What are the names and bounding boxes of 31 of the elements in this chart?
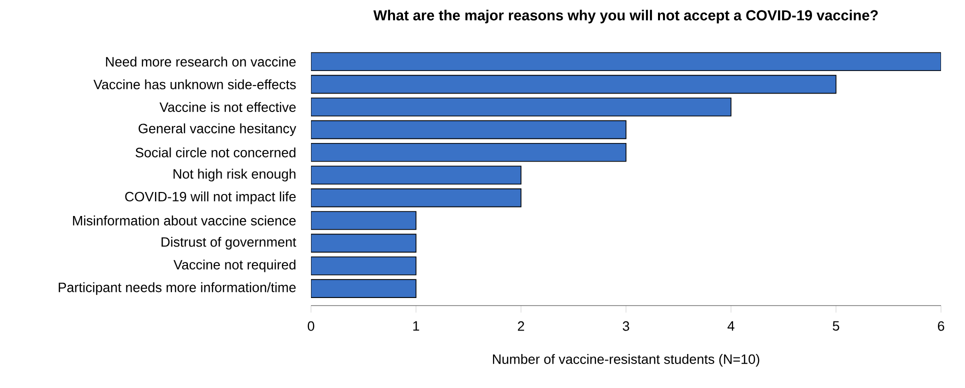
bar bbox=[311, 234, 416, 253]
y-tick-label: COVID-19 will not impact life bbox=[125, 192, 296, 204]
y-tick-label: Misinformation about vaccine science bbox=[73, 216, 296, 226]
bar bbox=[311, 188, 522, 208]
y-tick-label: Distrust of government bbox=[162, 236, 296, 250]
y-tick-label: Vaccine not required bbox=[174, 260, 296, 272]
bar bbox=[311, 279, 416, 298]
y-tick-label: Vaccine is not effective bbox=[160, 102, 296, 112]
chart-title: What are the major reasons why you will not accept a COVID-19 vaccine? bbox=[373, 10, 878, 24]
y-tick-label: General vaccine hesitancy bbox=[138, 123, 296, 136]
bar bbox=[311, 98, 732, 116]
y-tick-label: Participant needs more information/time bbox=[58, 282, 296, 295]
x-axis-title: Number of vaccine-resistant students (N=10) bbox=[492, 354, 760, 367]
bar bbox=[311, 256, 416, 276]
y-tick-label: Not high risk enough bbox=[174, 168, 296, 182]
bar bbox=[311, 166, 522, 184]
y-tick-label: Need more research on vaccine bbox=[106, 56, 296, 67]
x-tick-label: 1 bbox=[413, 321, 420, 331]
x-tick-label: 4 bbox=[728, 321, 734, 331]
x-tick-label: 2 bbox=[518, 321, 524, 331]
bar bbox=[311, 143, 626, 162]
x-tick-label: 6 bbox=[938, 321, 944, 331]
x-tick-label: 5 bbox=[832, 321, 840, 331]
bar bbox=[311, 211, 416, 230]
bar bbox=[311, 74, 836, 94]
x-tick-label: 0 bbox=[308, 321, 314, 331]
y-tick-label: Vaccine has unknown side-effects bbox=[93, 79, 296, 90]
bar bbox=[311, 52, 942, 71]
x-tick-label: 3 bbox=[622, 321, 630, 331]
bar bbox=[311, 120, 626, 140]
y-tick-label: Social circle not concerned bbox=[136, 147, 296, 158]
